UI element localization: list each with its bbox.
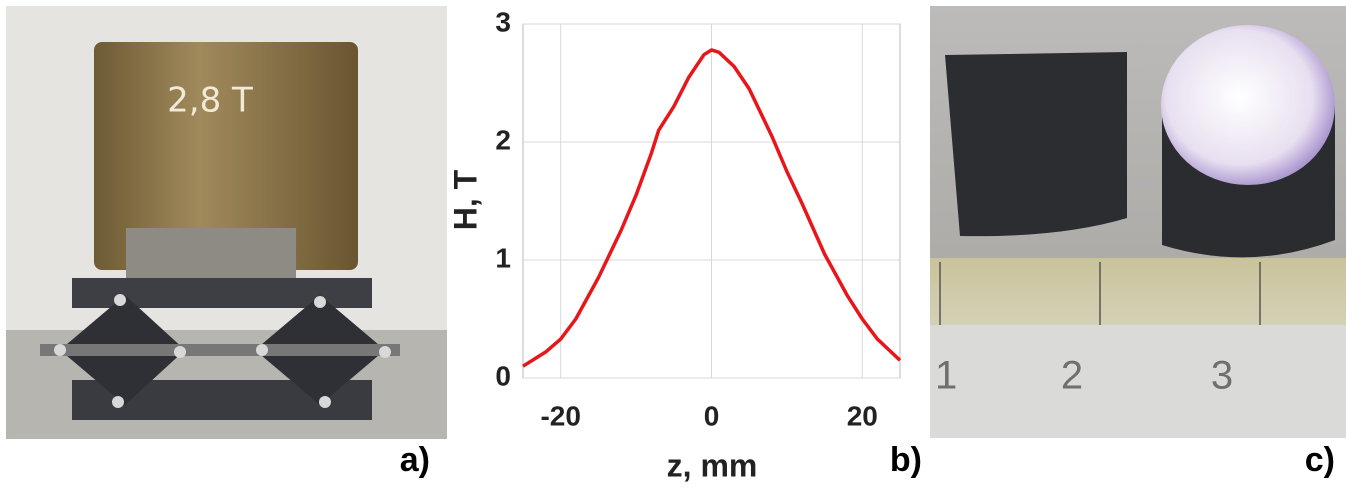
handwriting: 2,8 T (167, 81, 253, 121)
ruler-number: 1 (935, 354, 957, 398)
ruler-number: 2 (1061, 354, 1083, 398)
y-tick-label: 2 (495, 124, 511, 155)
panel-label: a) (400, 441, 430, 479)
photo-a: 2,8 T (6, 6, 447, 439)
ruler-number: 3 (1211, 354, 1233, 398)
x-tick-label: -20 (540, 400, 580, 431)
x-axis-label: z, mm (667, 447, 758, 483)
y-tick-label: 0 (495, 360, 511, 391)
panel-label: c) (1305, 441, 1335, 479)
x-tick-label: 0 (704, 400, 720, 431)
y-axis-label: H, T (447, 169, 483, 230)
data-line (522, 48, 902, 368)
y-tick-label: 1 (495, 242, 511, 273)
panel-label: b) (890, 441, 922, 479)
y-tick-label: 3 (495, 6, 511, 37)
photo-c: 1 2 3 (930, 6, 1346, 438)
x-tick-label: 20 (847, 400, 878, 431)
